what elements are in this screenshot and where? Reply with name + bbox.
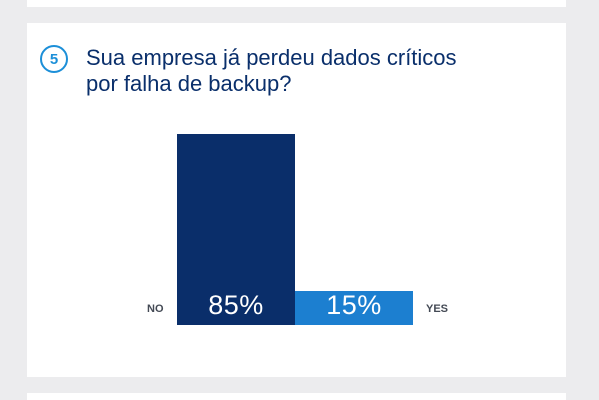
question-number-badge: 5	[40, 45, 68, 73]
bar-value-yes: 15%	[326, 290, 382, 320]
question-title-line-2: por falha de backup?	[86, 71, 292, 96]
question-number: 5	[49, 50, 59, 68]
question-card: 5 Sua empresa já perdeu dados críticos p…	[27, 23, 566, 377]
question-title-line-1: Sua empresa já perdeu dados críticos	[86, 45, 457, 70]
previous-card	[27, 0, 566, 7]
category-label-no: NO	[147, 303, 164, 315]
bar-yes: 15%	[295, 290, 413, 325]
bar-no: 85%	[177, 133, 295, 325]
category-label-yes: YES	[426, 303, 449, 315]
next-card	[27, 393, 566, 400]
question-title: Sua empresa já perdeu dados críticos por…	[86, 45, 486, 97]
bar-value-no: 85%	[208, 290, 264, 320]
